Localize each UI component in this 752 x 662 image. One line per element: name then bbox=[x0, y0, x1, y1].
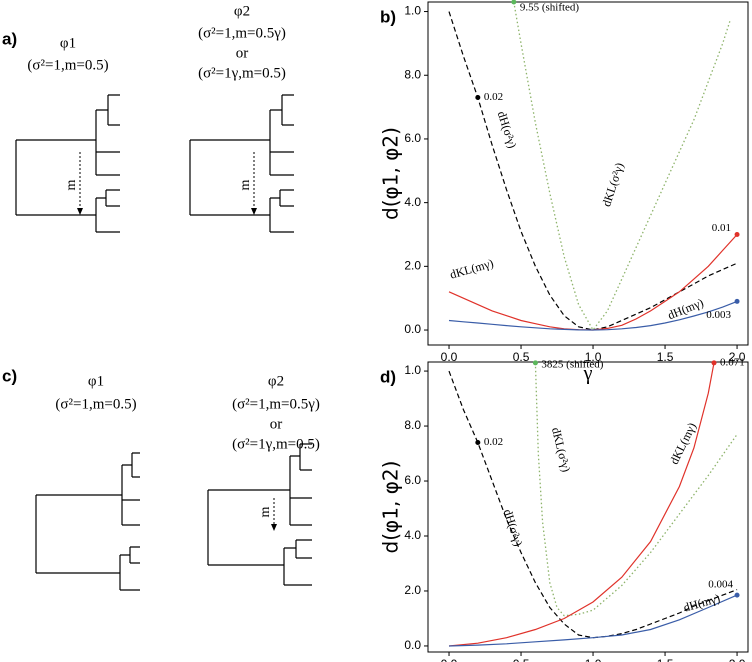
curve-label: dKL(mγ) bbox=[448, 256, 495, 282]
tree-params: (σ²=1,m=0.5) bbox=[27, 57, 108, 73]
curve-label: dKL(σ²γ) bbox=[549, 426, 574, 473]
tree-params: or bbox=[270, 416, 283, 432]
x-axis-label: γ bbox=[583, 363, 593, 385]
x-tick-label: 0.5 bbox=[513, 350, 530, 364]
tree-title: φ1 bbox=[88, 373, 104, 389]
tree-params: (σ²=1,m=0.5γ) bbox=[232, 396, 320, 412]
tree-title: φ2 bbox=[268, 373, 284, 389]
curve-label: dKL(mγ) bbox=[667, 420, 699, 466]
x-tick-label: 1.5 bbox=[657, 350, 674, 364]
tree-params: or bbox=[236, 45, 249, 61]
series-line bbox=[448, 594, 738, 647]
annotation-label: 0.003 bbox=[706, 309, 731, 321]
x-tick-label: 2.0 bbox=[729, 350, 746, 364]
panel-label: d) bbox=[380, 367, 396, 386]
tree-params: (σ²=1γ,m=0.5) bbox=[232, 436, 320, 452]
x-tick-label: 0.0 bbox=[441, 350, 458, 364]
tree bbox=[35, 452, 140, 591]
panel-label: b) bbox=[380, 7, 396, 26]
y-tick-label: 2.0 bbox=[404, 259, 421, 273]
plot-frame bbox=[427, 361, 749, 653]
branch-label: m bbox=[64, 179, 79, 190]
branch-label: m bbox=[258, 506, 273, 517]
y-tick-label: 4.0 bbox=[404, 195, 421, 209]
y-tick-label: 8.0 bbox=[404, 418, 421, 432]
series-line bbox=[448, 300, 738, 331]
annotation-point bbox=[511, 0, 517, 5]
y-axis-label: d(φ1, φ2) bbox=[379, 461, 403, 554]
tree-title: φ1 bbox=[60, 35, 76, 51]
y-tick-label: 1.0 bbox=[404, 4, 421, 18]
curve-label: dKL(σ²γ) bbox=[599, 161, 626, 208]
curve-label: dH(σ²γ) bbox=[501, 507, 526, 547]
annotation-label: 0.02 bbox=[484, 91, 503, 103]
y-axis-label: d(φ1, φ2) bbox=[379, 127, 403, 220]
tree-title: φ2 bbox=[234, 3, 250, 19]
tree-params: (σ²=1,m=0.5) bbox=[55, 396, 136, 412]
y-tick-label: 8.0 bbox=[404, 67, 421, 81]
y-tick-label: 6.0 bbox=[404, 131, 421, 145]
tree: m bbox=[207, 443, 312, 586]
annotation-point bbox=[475, 440, 481, 446]
y-tick-label: 0.0 bbox=[404, 322, 421, 336]
x-tick-label: 1.0 bbox=[585, 350, 602, 364]
curve-label: dH(σ²γ) bbox=[495, 109, 520, 149]
annotation-point bbox=[711, 360, 717, 366]
x-tick-label: 2.0 bbox=[729, 657, 746, 662]
annotation-point bbox=[532, 360, 538, 366]
y-tick-label: 4.0 bbox=[404, 528, 421, 542]
x-tick-label: 0.5 bbox=[513, 657, 530, 662]
tree: m bbox=[189, 94, 294, 233]
panel-label: c) bbox=[2, 366, 17, 385]
annotation-point bbox=[734, 231, 740, 237]
x-tick-label: 1.0 bbox=[585, 657, 602, 662]
y-tick-label: 2.0 bbox=[404, 583, 421, 597]
y-tick-label: 1.0 bbox=[404, 363, 421, 377]
x-tick-label: 1.5 bbox=[657, 657, 674, 662]
x-tick-label: 0.0 bbox=[441, 657, 458, 662]
series-line bbox=[448, 11, 738, 331]
annotation-label: 3825 (shifted) bbox=[541, 358, 603, 370]
series-line bbox=[534, 362, 738, 617]
y-tick-label: 0.0 bbox=[404, 638, 421, 652]
panel-label: a) bbox=[2, 29, 17, 48]
plot-frame bbox=[427, 1, 749, 346]
annotation-point bbox=[734, 298, 740, 304]
annotation-point bbox=[475, 95, 481, 101]
annotation-label: 0.01 bbox=[712, 222, 731, 234]
annotation-label: 0.071 bbox=[720, 356, 745, 368]
annotation-label: 9.55 (shifted) bbox=[520, 2, 580, 14]
tree-params: (σ²=1,m=0.5γ) bbox=[198, 25, 286, 41]
branch-label: m bbox=[238, 179, 253, 190]
annotation-label: 0.02 bbox=[484, 436, 503, 448]
tree-params: (σ²=1γ,m=0.5) bbox=[198, 65, 286, 81]
annotation-label: 0.004 bbox=[708, 579, 733, 591]
curve-label: dH(mγ) bbox=[682, 591, 722, 615]
tree: m bbox=[15, 94, 120, 233]
y-tick-label: 6.0 bbox=[404, 473, 421, 487]
annotation-point bbox=[734, 592, 740, 598]
series-line bbox=[448, 362, 715, 647]
